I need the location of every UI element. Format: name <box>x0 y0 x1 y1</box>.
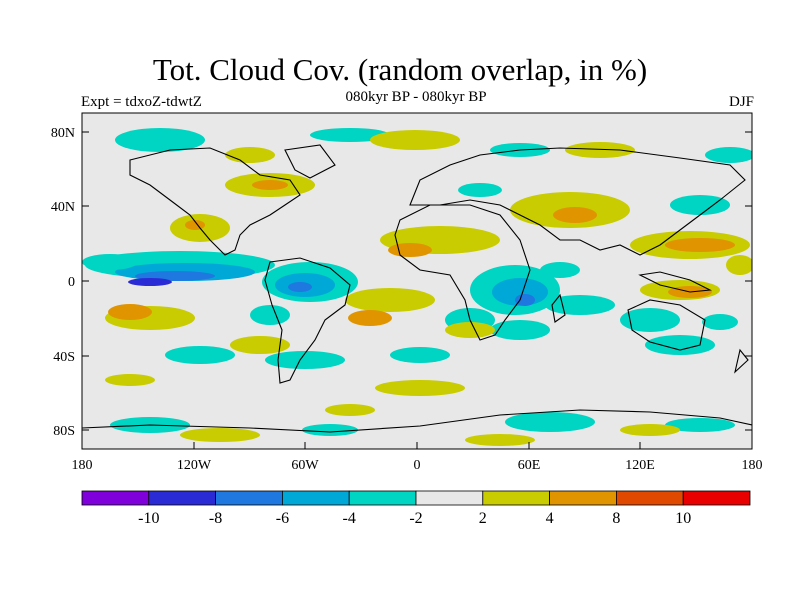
colorbar-swatch <box>482 490 550 506</box>
colorbar-label: -10 <box>138 510 159 527</box>
colorbar-swatch <box>549 490 617 506</box>
colorbar-label: -2 <box>409 510 422 527</box>
lon-tick-label: 60W <box>291 458 319 473</box>
lat-tick-label: 80S <box>53 424 75 439</box>
colorbar-swatch <box>148 490 217 506</box>
colorbar-swatch <box>81 490 150 506</box>
colorbar-swatch <box>415 490 484 506</box>
plot-subtitle: 080kyr BP - 080kyr BP <box>345 89 487 105</box>
lon-tick-label: 120E <box>625 458 655 473</box>
colorbar-label: -8 <box>209 510 222 527</box>
longitude-axis: 180 120W 60W 0 60E 120E 180 <box>72 442 763 473</box>
colorbar-swatch <box>281 490 350 506</box>
plot-title: Tot. Cloud Cov. (random overlap, in %) <box>152 52 648 87</box>
colorbar-swatch <box>348 490 417 506</box>
experiment-label: Expt = tdxoZ-tdwtZ <box>81 94 202 110</box>
lat-tick-label: 40S <box>53 350 75 365</box>
lat-tick-label: 0 <box>68 275 75 290</box>
latitude-axis: 80N 40N 0 40S 80S <box>51 126 752 439</box>
lat-tick-label: 40N <box>51 200 75 215</box>
colorbar-swatch <box>616 490 684 506</box>
colorbar-swatch <box>215 490 283 506</box>
season-label: DJF <box>728 94 754 110</box>
anomaly-field <box>82 128 752 446</box>
coastlines <box>82 144 752 433</box>
lon-tick-label: 0 <box>414 458 421 473</box>
colorbar-label: 2 <box>479 510 487 527</box>
colorbar: -10 -8 -6 -4 -2 2 4 8 10 <box>81 490 751 527</box>
lon-tick-label: 180 <box>742 458 763 473</box>
colorbar-swatch <box>682 490 751 506</box>
colorbar-label: 10 <box>675 510 691 527</box>
colorbar-label: -6 <box>276 510 289 527</box>
colorbar-label: 8 <box>612 510 620 527</box>
colorbar-label: -4 <box>343 510 356 527</box>
lon-tick-label: 120W <box>177 458 212 473</box>
colorbar-label: 4 <box>546 510 554 527</box>
lon-tick-label: 60E <box>518 458 541 473</box>
lon-tick-label: 180 <box>72 458 93 473</box>
lat-tick-label: 80N <box>51 126 75 141</box>
